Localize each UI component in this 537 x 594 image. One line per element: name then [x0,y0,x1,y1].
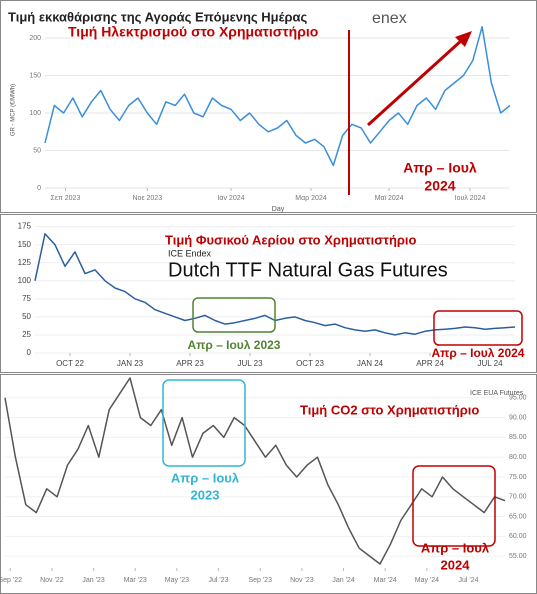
x-tick-label: Jul '24 [459,577,479,584]
y-tick-label: 70.00 [509,494,527,501]
y-tick-label: 100 [18,276,32,285]
subtitle: ICE Endex [168,248,212,258]
x-tick-label: Mar '24 [374,577,397,584]
y-tick-label: 0 [37,185,41,192]
y-tick-label: 100 [29,110,41,117]
x-tick-label: APR 24 [416,359,444,368]
y-tick-label: 25 [22,330,31,339]
annotation: Τιμή Φυσικού Αερίου στο Χρηματιστήριο [165,232,417,247]
x-tick-label: Jan '24 [332,577,354,584]
subtitle: ICE EUA Futures [470,390,524,397]
highlight-box [433,310,523,346]
y-tick-label: 125 [18,258,32,267]
line [44,26,511,167]
x-tick-label: Ιουλ 2024 [455,195,486,202]
x-tick-label: Μαϊ 2024 [375,195,404,202]
chart-title: Τιμή εκκαθάρισης της Αγοράς Επόμενης Ημέ… [8,9,308,24]
y-tick-label: 95.00 [509,395,527,402]
x-tick-label: OCT 23 [296,359,324,368]
x-tick-label: Nov '22 [40,577,64,584]
annotation: Απρ – Ιουλ 2023 [188,338,281,352]
annotation: Απρ – Ιουλ [171,470,240,485]
chart-title: Dutch TTF Natural Gas Futures [168,259,448,281]
annotation: Απρ – Ιουλ 2024 [432,346,525,360]
y-tick-label: 150 [29,72,41,79]
logo: enex [372,10,407,27]
x-tick-label: Σεπ 2023 [51,195,81,202]
annotation: 2024 [424,178,455,194]
x-tick-label: Jan '23 [82,577,104,584]
annotation: 2023 [191,487,220,502]
x-tick-label: JAN 23 [117,359,144,368]
x-tick-label: Μαρ 2024 [295,195,326,202]
x-tick-label: Ιαν 2024 [217,195,244,202]
y-tick-label: 65.00 [509,513,527,520]
panel [0,374,537,594]
arrow-head [455,31,472,47]
line [4,377,506,565]
annotation: Τιμή Ηλεκτρισμού στο Χρηματιστήριο [68,24,318,40]
y-tick-label: 85.00 [509,434,527,441]
panel [0,214,537,373]
y-tick-label: 75 [22,294,31,303]
annotation: 2024 [441,557,471,572]
annotation: Απρ – Ιουλ [403,160,477,176]
x-tick-label: Νοε 2023 [133,195,163,202]
x-tick-label: Sep '23 [248,577,272,584]
x-tick-label: JUL 24 [477,359,503,368]
y-tick-label: 55.00 [509,553,527,560]
charts: 0 50 100 150 200 Σεπ 2023 Νοε 2023 Ιαν 2024 Μαρ … [0,9,527,583]
x-tick-label: May '24 [415,577,439,584]
y-tick-label: 60.00 [509,533,527,540]
x-tick-label: Nov '23 [290,577,314,584]
x-tick-label: JAN 24 [357,359,384,368]
x-axis-label: Day [272,206,285,213]
panel [0,0,537,213]
y-tick-label: 50 [33,147,41,154]
annotation: Απρ – Ιουλ [421,540,490,555]
y-axis-label: GR - MCP (€/MWh) [11,84,17,136]
y-tick-label: 75.00 [509,474,527,481]
y-tick-label: 50 [22,312,31,321]
x-tick-label: APR 23 [176,359,204,368]
annotation: Τιμή CO2 στο Χρηματιστήριο [300,402,479,417]
arrow [366,38,464,127]
y-tick-label: 80.00 [509,454,527,461]
x-tick-label: OCT 22 [56,359,84,368]
x-tick-label: Sep '22 [0,577,22,584]
x-tick-label: Jul '23 [209,577,229,584]
y-tick-label: 0 [27,348,32,357]
x-tick-label: JUL 23 [237,359,263,368]
highlight-box [412,465,496,547]
x-tick-label: May '23 [165,577,189,584]
highlight-box [192,297,276,333]
y-tick-label: 150 [18,240,32,249]
x-tick-label: Mar '23 [124,577,147,584]
y-tick-label: 175 [18,222,32,231]
y-tick-label: 200 [29,35,41,42]
y-tick-label: 90.00 [509,414,527,421]
highlight-box [162,379,246,467]
